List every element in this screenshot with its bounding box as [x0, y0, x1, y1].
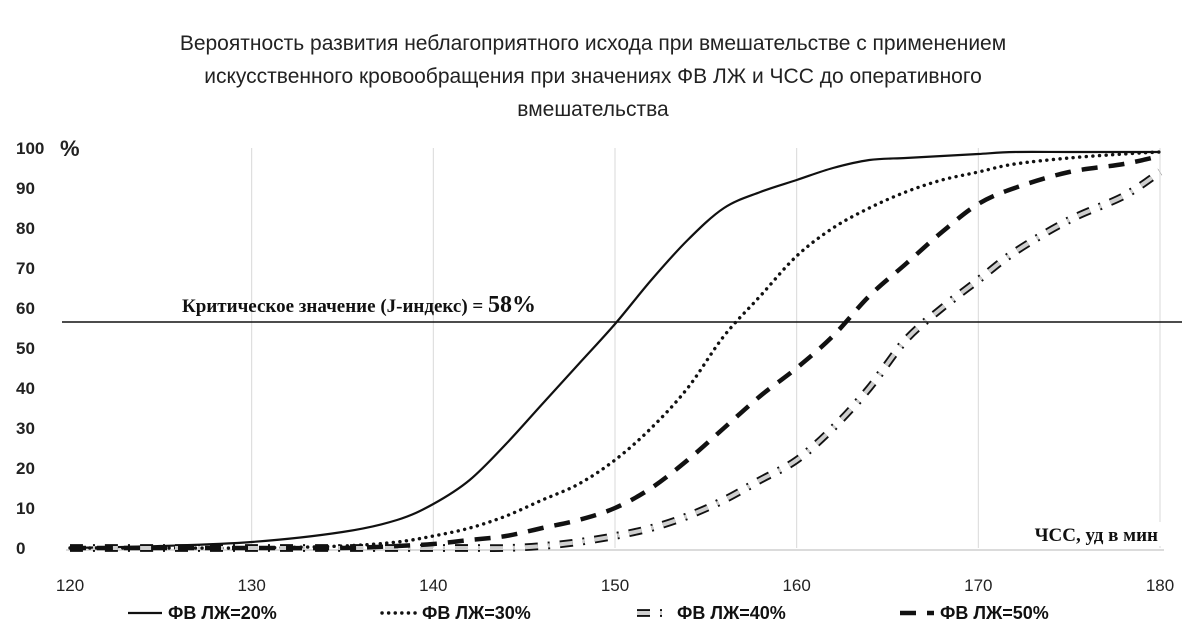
x-axis-title: ЧСС, уд в мин [1035, 525, 1158, 546]
legend-label-3: ФВ ЛЖ=40% [677, 603, 786, 623]
y-tick-label: 10 [16, 499, 35, 518]
critical-value-text: Критическое значение (J-индекс) = [182, 296, 488, 317]
series-1 [69, 150, 1160, 550]
x-tick-label: 120 [56, 576, 84, 595]
legend-item-4: ФВ ЛЖ=50% [900, 603, 1049, 623]
series-4 [69, 153, 1161, 551]
series-4-line [69, 153, 1161, 551]
legend-item-1: ФВ ЛЖ=20% [128, 603, 277, 623]
y-tick-label: 70 [16, 259, 35, 278]
series-1-line [69, 150, 1160, 550]
legend-item-3: ФВ ЛЖ=40% [637, 603, 786, 623]
axis-layer: 120 130 140 150 160 170 180 0 10 20 30 40 50 60 70 80 90… [16, 139, 1174, 595]
legend-label-1: ФВ ЛЖ=20% [168, 603, 277, 623]
legend-item-2: ФВ ЛЖ=30% [380, 603, 531, 623]
x-axis-title-background [1000, 522, 1162, 546]
x-tick-label: 130 [237, 576, 265, 595]
legend-label-4: ФВ ЛЖ=50% [940, 603, 1049, 623]
chart-title-line-1: Вероятность развития неблагоприятного ис… [180, 32, 1006, 55]
x-tick-label: 140 [419, 576, 447, 595]
critical-value-number: 58% [488, 292, 536, 318]
y-tick-label: 0 [16, 539, 25, 558]
y-tick-label: 30 [16, 419, 35, 438]
x-tick-label: 170 [964, 576, 992, 595]
y-tick-label: 50 [16, 339, 35, 358]
chart-title-line-2: искусственного кровообращения при значен… [204, 65, 982, 88]
x-tick-label: 150 [601, 576, 629, 595]
y-tick-label: 60 [16, 299, 35, 318]
critical-value-label: Критическое значение (J-индекс) = 58% [182, 292, 536, 318]
y-tick-label: 90 [16, 179, 35, 198]
series-layer [68, 150, 1163, 552]
y-tick-label: 100 [16, 139, 44, 158]
y-axis-unit: % [60, 136, 80, 161]
x-tick-label: 180 [1146, 576, 1174, 595]
y-tick-label: 80 [16, 219, 35, 238]
grid-layer [251, 148, 1161, 548]
legend: ФВ ЛЖ=20% ФВ ЛЖ=30% ФВ ЛЖ=40% ФВ ЛЖ=50% [128, 603, 1049, 623]
legend-label-2: ФВ ЛЖ=30% [422, 603, 531, 623]
y-tick-label: 20 [16, 459, 35, 478]
y-tick-label: 40 [16, 379, 35, 398]
chart-title-line-3: вмешательства [517, 98, 669, 121]
x-tick-label: 160 [782, 576, 810, 595]
